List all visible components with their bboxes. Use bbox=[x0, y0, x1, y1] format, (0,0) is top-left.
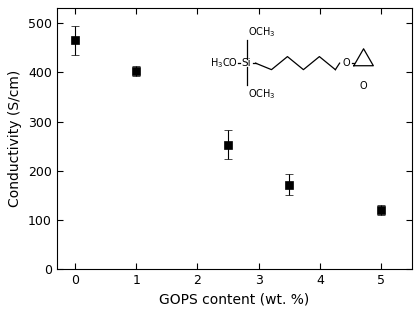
Text: Si: Si bbox=[242, 58, 252, 68]
Text: OCH$_3$: OCH$_3$ bbox=[248, 87, 276, 101]
Text: O: O bbox=[360, 81, 368, 91]
Text: OCH$_3$: OCH$_3$ bbox=[248, 25, 276, 39]
X-axis label: GOPS content (wt. %): GOPS content (wt. %) bbox=[159, 293, 310, 307]
Text: H$_3$CO: H$_3$CO bbox=[210, 56, 238, 70]
Y-axis label: Conductivity (S/cm): Conductivity (S/cm) bbox=[8, 70, 22, 207]
Text: O: O bbox=[342, 58, 350, 68]
